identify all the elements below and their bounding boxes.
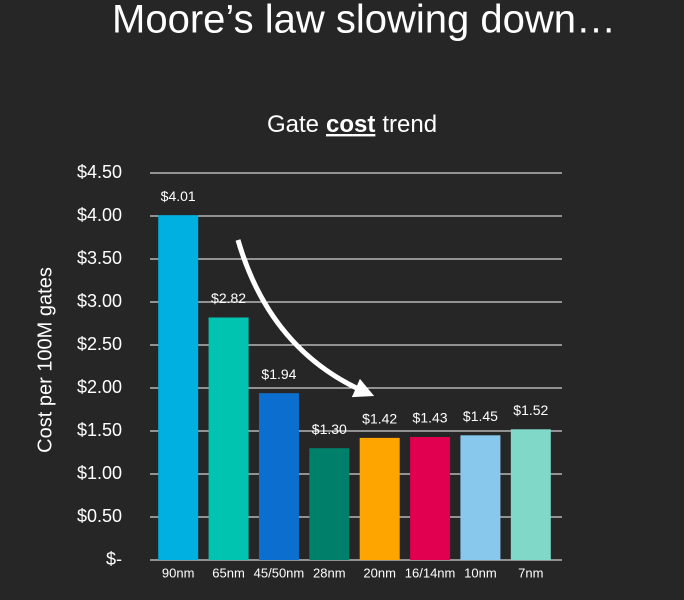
trend-arrow	[235, 239, 375, 398]
title-word: trend	[382, 111, 437, 138]
bar	[359, 437, 400, 560]
bar	[158, 215, 199, 560]
y-tick-label: $3.50	[77, 248, 122, 268]
value-label: $1.94	[261, 366, 296, 382]
bar	[258, 393, 299, 560]
y-tick-label: $4.50	[77, 162, 122, 182]
x-tick-label: 20nm	[363, 565, 396, 580]
value-label: $2.82	[211, 290, 246, 306]
y-tick-label: $4.00	[77, 205, 122, 225]
value-label: $1.45	[463, 408, 498, 424]
y-tick-label: $0.50	[77, 506, 122, 526]
value-label: $1.52	[513, 402, 548, 418]
value-label: $4.01	[161, 188, 196, 204]
title-word: cost	[326, 111, 375, 138]
title-word: Gate	[267, 111, 319, 138]
x-tick-label: 45/50nm	[254, 565, 305, 580]
value-label: $1.43	[413, 410, 448, 426]
y-axis-label: Cost per 100M gates	[34, 267, 56, 453]
y-tick-label: $1.50	[77, 420, 122, 440]
y-tick-label: $3.00	[77, 291, 122, 311]
x-tick-label: 90nm	[162, 565, 195, 580]
value-label: $1.42	[362, 411, 397, 427]
x-tick-label: 7nm	[518, 565, 543, 580]
bar	[460, 435, 501, 560]
x-tick-label: 65nm	[212, 565, 245, 580]
y-tick-label: $2.50	[77, 334, 122, 354]
value-label: $1.30	[312, 421, 347, 437]
slide-title: Moore’s law slowing down…	[112, 0, 616, 42]
bar	[208, 317, 249, 560]
y-tick-label: $2.00	[77, 377, 122, 397]
bar	[410, 437, 451, 560]
x-tick-label: 10nm	[464, 565, 497, 580]
bar	[309, 448, 350, 560]
x-tick-label: 16/14nm	[405, 565, 456, 580]
chart-title: Gate cost trend	[267, 111, 437, 138]
y-tick-label: $1.00	[77, 463, 122, 483]
y-tick-label: $-	[106, 549, 122, 569]
bar	[510, 429, 551, 560]
x-tick-label: 28nm	[313, 565, 346, 580]
